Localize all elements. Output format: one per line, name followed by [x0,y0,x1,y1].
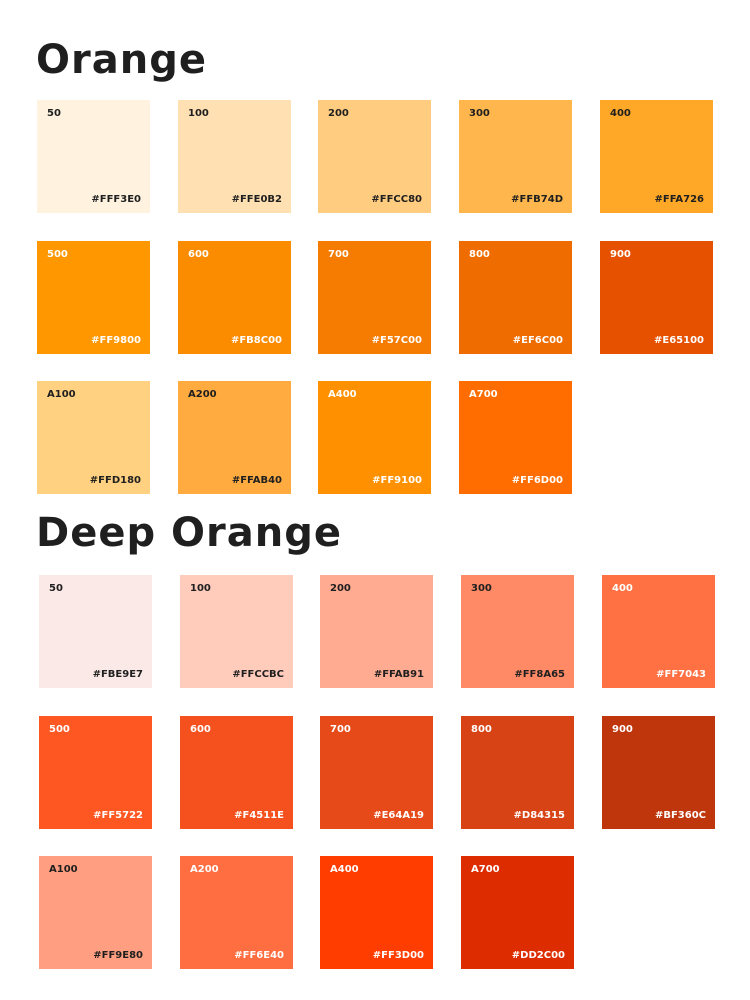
orange-palette-title: Orange [36,37,207,83]
swatch-shade-label: 500 [49,724,70,735]
swatch-shade-label: 100 [190,583,211,594]
color-swatch: A700 #FF6D00 [459,381,572,494]
color-swatch: A700 #DD2C00 [461,856,574,969]
color-swatch: 500 #FF9800 [37,241,150,354]
swatch-hex-label: #F4511E [234,810,284,821]
swatch-shade-label: A200 [190,864,219,875]
color-swatch: 50 #FFF3E0 [37,100,150,213]
color-swatch: A100 #FF9E80 [39,856,152,969]
swatch-hex-label: #F57C00 [371,335,422,346]
swatch-shade-label: 800 [469,249,490,260]
color-swatch: 50 #FBE9E7 [39,575,152,688]
color-swatch: A400 #FF3D00 [320,856,433,969]
swatch-shade-label: 800 [471,724,492,735]
color-swatch: 600 #F4511E [180,716,293,829]
swatch-hex-label: #D84315 [513,810,565,821]
swatch-hex-label: #FF9E80 [93,950,143,961]
swatch-hex-label: #E65100 [654,335,704,346]
swatch-shade-label: A100 [49,864,78,875]
swatch-shade-label: 700 [330,724,351,735]
swatch-hex-label: #FFCC80 [371,194,422,205]
swatch-shade-label: 900 [612,724,633,735]
swatch-shade-label: 200 [330,583,351,594]
deep-orange-palette-title: Deep Orange [36,510,342,556]
color-swatch: 400 #FFA726 [600,100,713,213]
swatch-hex-label: #FF5722 [93,810,143,821]
color-swatch: 500 #FF5722 [39,716,152,829]
color-swatch: 800 #EF6C00 [459,241,572,354]
color-swatch: 400 #FF7043 [602,575,715,688]
swatch-shade-label: 700 [328,249,349,260]
swatch-hex-label: #FF9800 [91,335,141,346]
swatch-shade-label: A100 [47,389,76,400]
swatch-shade-label: 300 [471,583,492,594]
color-swatch: 700 #E64A19 [320,716,433,829]
swatch-shade-label: A400 [328,389,357,400]
swatch-shade-label: 500 [47,249,68,260]
swatch-hex-label: #BF360C [654,810,706,821]
swatch-shade-label: A200 [188,389,217,400]
color-swatch: A200 #FFAB40 [178,381,291,494]
swatch-shade-label: 300 [469,108,490,119]
swatch-hex-label: #EF6C00 [512,335,563,346]
swatch-hex-label: #FFAB91 [373,669,424,680]
swatch-shade-label: A700 [471,864,500,875]
swatch-hex-label: #FFB74D [511,194,563,205]
color-swatch: 900 #BF360C [602,716,715,829]
swatch-shade-label: 50 [49,583,63,594]
swatch-hex-label: #FF7043 [656,669,706,680]
color-swatch: 800 #D84315 [461,716,574,829]
color-swatch: 600 #FB8C00 [178,241,291,354]
swatch-hex-label: #FBE9E7 [92,669,143,680]
swatch-hex-label: #FFAB40 [231,475,282,486]
color-swatch: 900 #E65100 [600,241,713,354]
swatch-hex-label: #FF3D00 [372,950,424,961]
swatch-hex-label: #FB8C00 [230,335,282,346]
color-swatch: 700 #F57C00 [318,241,431,354]
swatch-hex-label: #DD2C00 [511,950,565,961]
swatch-hex-label: #FFE0B2 [231,194,282,205]
swatch-hex-label: #FFD180 [89,475,141,486]
swatch-shade-label: 600 [188,249,209,260]
color-swatch: 100 #FFCCBC [180,575,293,688]
color-swatch: A100 #FFD180 [37,381,150,494]
color-swatch: 200 #FFCC80 [318,100,431,213]
swatch-shade-label: A700 [469,389,498,400]
color-swatch: 100 #FFE0B2 [178,100,291,213]
color-swatch: A200 #FF6E40 [180,856,293,969]
swatch-hex-label: #E64A19 [373,810,424,821]
swatch-shade-label: 900 [610,249,631,260]
color-swatch: 300 #FFB74D [459,100,572,213]
swatch-shade-label: 100 [188,108,209,119]
swatch-shade-label: 600 [190,724,211,735]
color-swatch: 200 #FFAB91 [320,575,433,688]
swatch-hex-label: #FF9100 [372,475,422,486]
swatch-hex-label: #FFCCBC [232,669,284,680]
color-swatch: A400 #FF9100 [318,381,431,494]
swatch-shade-label: 50 [47,108,61,119]
swatch-hex-label: #FFF3E0 [91,194,141,205]
swatch-hex-label: #FFA726 [654,194,704,205]
swatch-hex-label: #FF6E40 [234,950,284,961]
swatch-hex-label: #FF6D00 [511,475,563,486]
color-swatch: 300 #FF8A65 [461,575,574,688]
swatch-hex-label: #FF8A65 [514,669,565,680]
swatch-shade-label: 400 [610,108,631,119]
swatch-shade-label: 200 [328,108,349,119]
swatch-shade-label: 400 [612,583,633,594]
swatch-shade-label: A400 [330,864,359,875]
